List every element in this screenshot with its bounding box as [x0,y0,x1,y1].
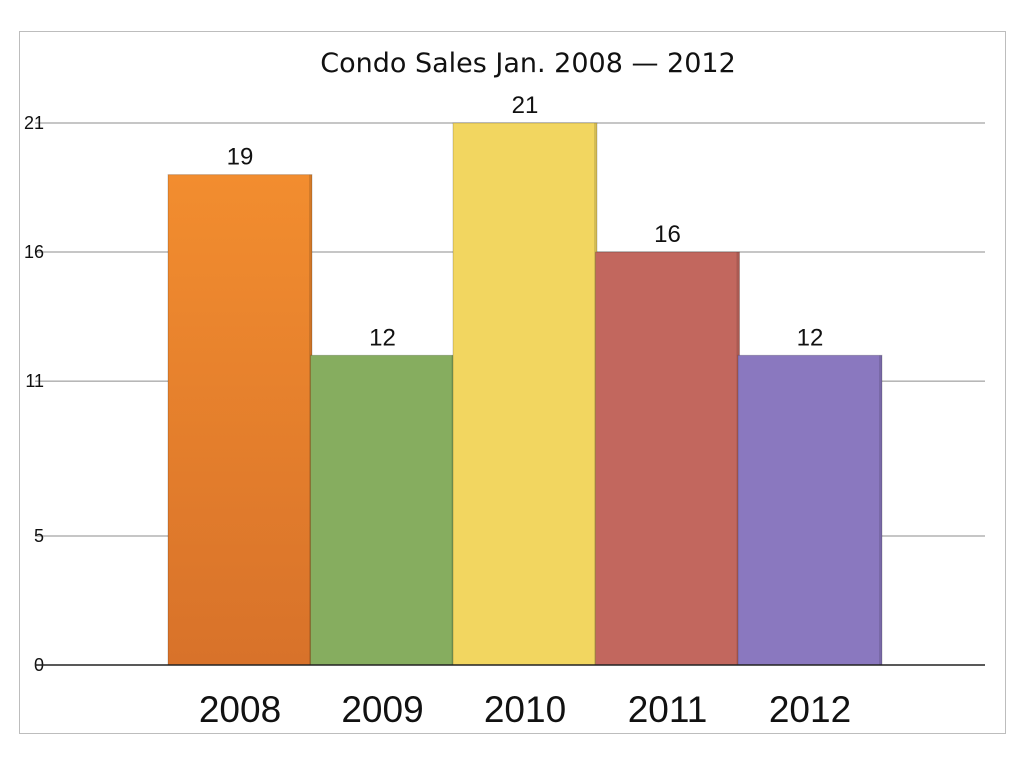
y-tick-label: 5 [34,526,44,546]
chart-title: Condo Sales Jan. 2008 — 2012 [320,48,736,79]
bar-value-label: 12 [369,324,396,351]
bar-2011 [595,251,740,666]
bar-2008 [167,174,313,666]
bar-value-label: 12 [797,324,824,351]
x-tick-label: 2008 [199,689,281,730]
bars [167,122,883,666]
y-tick-label: 11 [25,371,44,391]
bar-value-label: 16 [654,221,681,248]
bar-2012 [737,354,883,666]
x-tick-label: 2010 [484,689,566,730]
x-tick-label: 2009 [341,689,423,730]
x-tick-label: 2012 [769,689,851,730]
x-axis-tick-labels: 2008 2009 2010 2011 2012 [199,689,851,730]
bar-value-labels: 19 12 21 16 12 [227,92,824,351]
bar-value-label: 19 [227,144,254,171]
y-tick-label: 16 [24,242,44,262]
y-tick-label: 21 [24,113,44,133]
x-tick-label: 2011 [628,689,708,730]
bar-value-label: 21 [512,92,539,119]
bar-2010 [452,122,598,666]
bar-edge-shade [879,355,882,665]
bar-2009 [310,354,455,666]
